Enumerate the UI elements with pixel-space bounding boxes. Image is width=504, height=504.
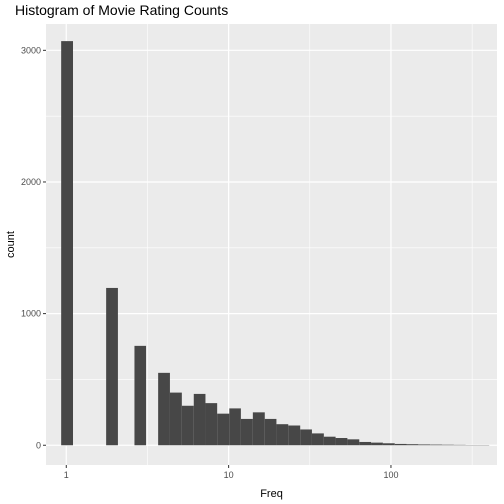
x-tick-label: 100 (383, 470, 398, 480)
histogram-bar (441, 444, 454, 446)
histogram-bar (359, 441, 372, 446)
histogram-bar (264, 418, 277, 446)
histogram-bar (347, 439, 360, 446)
histogram-bar (181, 405, 194, 446)
histogram-bar (323, 436, 336, 446)
x-tick-label: 10 (224, 470, 234, 480)
histogram-bar (406, 444, 419, 446)
histogram-bar (217, 413, 230, 446)
histogram-bar (430, 444, 442, 446)
y-axis-ticks: 0 1000 2000 3000 (21, 45, 46, 450)
histogram-bar (240, 418, 253, 446)
histogram-bars (61, 41, 490, 446)
histogram-bar (158, 372, 170, 446)
histogram-bar (205, 403, 218, 446)
histogram-bar (288, 425, 301, 446)
histogram-bar (394, 443, 407, 446)
y-axis-title: count (5, 231, 17, 258)
histogram-bar (382, 443, 395, 446)
histogram-bar (193, 393, 206, 446)
histogram-bar (371, 442, 383, 446)
histogram-bar (311, 433, 324, 446)
y-tick-label: 3000 (21, 45, 41, 55)
histogram-bar (229, 408, 241, 446)
y-tick-label: 1000 (21, 309, 41, 319)
x-tick-label: 1 (64, 470, 69, 480)
histogram-bar (276, 424, 289, 446)
x-axis-ticks: 1 10 100 (64, 465, 398, 480)
histogram-bar (61, 41, 74, 446)
plot-panel (46, 24, 497, 465)
histogram-bar (335, 438, 348, 446)
histogram-bar (106, 287, 118, 446)
grid-minor-lines (46, 24, 497, 465)
histogram-bar (300, 429, 312, 446)
histogram-bar (134, 345, 147, 446)
histogram-bar (169, 392, 182, 446)
y-tick-label: 0 (36, 440, 41, 450)
chart-title: Histogram of Movie Rating Counts (15, 2, 229, 18)
histogram-bar (418, 444, 431, 446)
histogram-bar (252, 412, 265, 446)
x-axis-title: Freq (260, 488, 283, 500)
y-tick-label: 2000 (21, 177, 41, 187)
